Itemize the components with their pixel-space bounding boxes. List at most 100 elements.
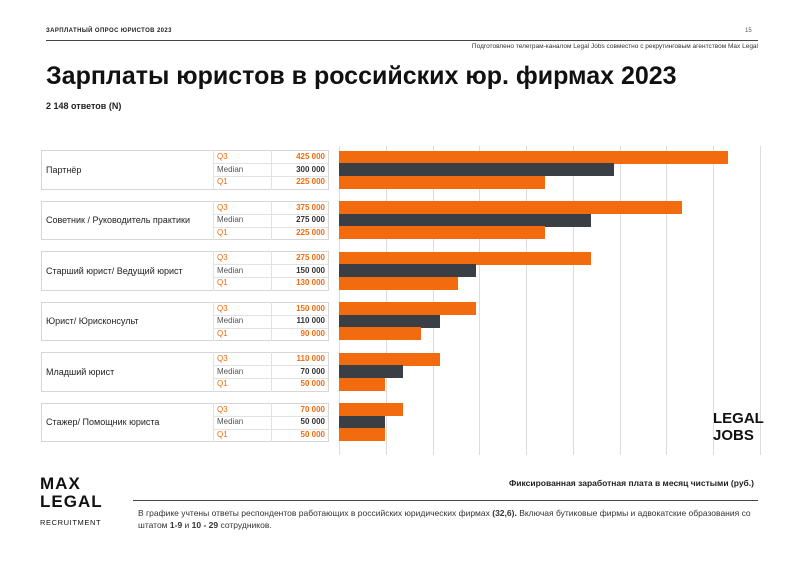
row-label-median: Median [217, 316, 244, 325]
row-divider [213, 176, 329, 177]
column-divider [213, 301, 214, 341]
gridline [713, 146, 715, 455]
column-divider [271, 251, 272, 291]
bar-q3 [339, 403, 404, 416]
gridline [619, 146, 621, 455]
bar-q1 [339, 175, 545, 189]
column-divider [213, 402, 214, 442]
row-divider [213, 378, 329, 379]
row-divider [213, 264, 329, 265]
gridline [526, 146, 528, 455]
bar-median [339, 365, 404, 378]
value-median: 275 000 [296, 215, 325, 224]
bar-q1 [339, 276, 458, 290]
value-q1: 225 000 [296, 177, 325, 186]
value-q3: 275 000 [296, 253, 325, 262]
category-box [41, 251, 329, 291]
bar-q3 [339, 201, 683, 214]
legal-jobs-logo-line2: JOBS [713, 427, 754, 444]
category-box [41, 301, 329, 341]
column-divider [271, 402, 272, 442]
bar-median [339, 314, 440, 328]
footnote-bold3: 10 - 29 [191, 520, 219, 530]
category-label: Старший юрист/ Ведущий юрист [46, 265, 183, 276]
column-divider [213, 200, 214, 240]
row-label-q3: Q3 [217, 354, 228, 363]
x-axis-label: Фиксированная заработная плата в месяц ч… [509, 478, 754, 488]
row-label-median: Median [217, 265, 244, 275]
category-label: Младший юрист [46, 366, 115, 377]
category-label: Юрист/ Юрисконсульт [46, 316, 139, 327]
row-divider [213, 314, 329, 316]
row-label-q1: Q1 [217, 429, 228, 439]
value-q1: 90 000 [300, 328, 325, 338]
value-q1: 50 000 [300, 429, 325, 439]
max-legal-logo-line1: MAX [40, 474, 81, 493]
gridline [572, 146, 574, 455]
bar-q3 [339, 352, 440, 366]
row-label-q3: Q3 [217, 404, 228, 414]
value-q1: 225 000 [296, 227, 325, 237]
column-divider [271, 352, 272, 392]
row-label-median: Median [217, 366, 244, 376]
column-divider [213, 150, 214, 190]
gridline [666, 146, 668, 455]
bar-median [339, 415, 385, 429]
value-q3: 110 000 [296, 354, 325, 363]
row-divider [213, 327, 329, 329]
value-median: 150 000 [296, 265, 325, 275]
bar-median [339, 163, 614, 176]
footnote-part1: В графике учтены ответы респондентов раб… [138, 508, 493, 518]
row-divider [213, 365, 329, 366]
value-median: 300 000 [296, 164, 325, 174]
row-label-median: Median [217, 164, 244, 174]
row-divider [213, 163, 329, 164]
footnote: В графике учтены ответы респондентов раб… [138, 507, 758, 531]
row-divider [213, 213, 329, 215]
bar-q1 [339, 428, 385, 441]
legal-jobs-logo-line1: LEGAL [713, 410, 764, 427]
gridline [760, 146, 761, 455]
row-label-q3: Q3 [217, 152, 228, 161]
survey-title: ЗАРПЛАТНЫЙ ОПРОС ЮРИСТОВ 2023 [46, 28, 172, 34]
bar-q3 [339, 302, 477, 315]
category-label: Партнёр [46, 164, 82, 175]
category-label: Советник / Руководитель практики [46, 215, 190, 226]
gridline [479, 146, 481, 455]
category-box [41, 150, 329, 190]
legal-jobs-logo: LEGAL JOBS [713, 410, 764, 444]
category-box [41, 200, 329, 240]
value-q3: 375 000 [296, 202, 325, 212]
bar-q1 [339, 377, 385, 391]
value-median: 110 000 [296, 316, 325, 325]
bar-q1 [339, 226, 545, 239]
row-label-q1: Q1 [217, 227, 228, 237]
max-legal-logo: MAX LEGAL [40, 475, 103, 511]
row-label-q1: Q1 [217, 379, 228, 388]
column-divider [271, 150, 272, 190]
value-median: 50 000 [300, 417, 325, 426]
footnote-part3: и [182, 520, 192, 530]
value-q1: 50 000 [300, 379, 325, 388]
row-label-q1: Q1 [217, 177, 228, 186]
max-legal-logo-line2: LEGAL [40, 492, 103, 511]
chart-subtitle: 2 148 ответов (N) [46, 101, 122, 111]
row-label-q1: Q1 [217, 278, 228, 287]
chart-title: Зарплаты юристов в российских юр. фирмах… [46, 62, 677, 90]
column-divider [213, 251, 214, 291]
value-median: 70 000 [300, 366, 325, 376]
bar-median [339, 213, 591, 227]
top-divider [46, 40, 758, 41]
category-label: Стажер/ Помощник юриста [46, 417, 160, 428]
gridline [432, 146, 434, 455]
column-divider [213, 352, 214, 392]
category-box [41, 402, 329, 442]
footnote-bold2: 1-9 [169, 520, 183, 530]
category-box [41, 352, 329, 392]
row-label-q3: Q3 [217, 202, 228, 212]
footnote-part4: сотрудников. [218, 520, 272, 530]
value-q3: 425 000 [296, 152, 325, 161]
column-divider [271, 301, 272, 341]
row-divider [213, 415, 329, 417]
row-label-median: Median [217, 215, 244, 224]
